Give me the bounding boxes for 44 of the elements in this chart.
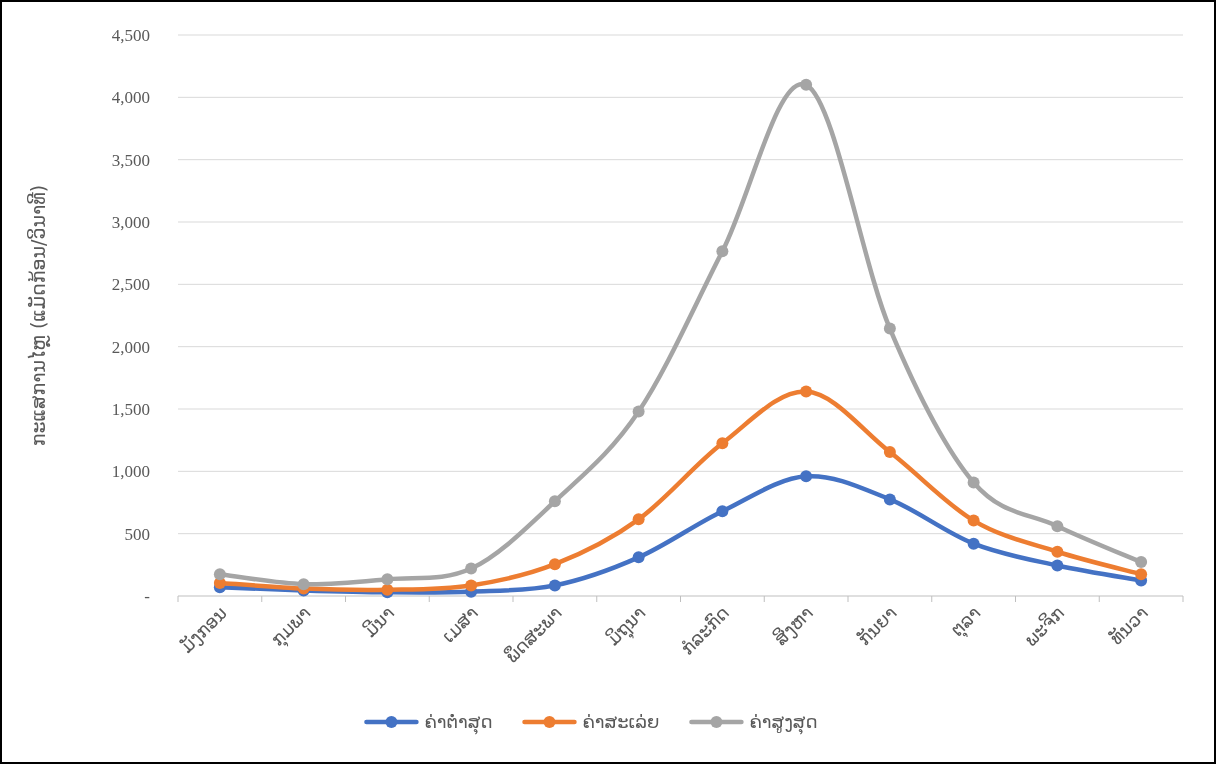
legend-label: ຄ່າສະເລ່ຍ	[582, 711, 660, 732]
point	[1051, 559, 1064, 572]
point	[967, 514, 980, 527]
x-tick-label: ມີນາ	[359, 601, 399, 642]
point	[465, 562, 478, 575]
point	[548, 495, 561, 508]
y-tick-label: 3,000	[111, 213, 150, 232]
point	[716, 437, 729, 450]
point	[800, 78, 813, 91]
point	[716, 245, 729, 258]
legend-label: ຄ່າສູງສຸດ	[749, 711, 818, 735]
point	[967, 537, 980, 550]
y-tick-label: 1,000	[111, 462, 150, 482]
point	[213, 568, 226, 581]
point	[1051, 520, 1064, 533]
y-tick-label: 2,000	[111, 337, 150, 357]
point	[1135, 556, 1148, 569]
y-tick-label: -	[144, 587, 151, 606]
point	[632, 513, 645, 526]
point	[548, 558, 561, 571]
point	[800, 470, 813, 483]
point	[548, 579, 561, 592]
y-tick-label: 4,000	[111, 88, 150, 108]
y-axis-title: ກະແສການໄຫຼ (ແມັດກ້ອນ/ວິນາທີ)	[25, 184, 51, 447]
point	[883, 446, 896, 459]
y-tick-label: 4,500	[111, 26, 150, 45]
point	[297, 578, 310, 591]
point	[632, 405, 645, 418]
point	[967, 476, 980, 489]
y-tick-label: 3,500	[111, 150, 150, 170]
point	[883, 493, 896, 506]
legend-label: ຄ່າຕ່ຳສຸດ	[424, 711, 493, 735]
point	[632, 551, 645, 564]
y-tick-label: 500	[124, 524, 150, 544]
point	[1051, 545, 1064, 558]
point	[716, 505, 729, 518]
point	[800, 385, 813, 398]
point	[465, 579, 478, 592]
x-tick-label: ຕຸລາ	[946, 601, 987, 643]
y-tick-label: 1,500	[111, 400, 150, 419]
point	[381, 573, 394, 586]
y-tick-label: 2,500	[111, 275, 150, 295]
point	[883, 322, 896, 335]
point	[1135, 568, 1148, 581]
